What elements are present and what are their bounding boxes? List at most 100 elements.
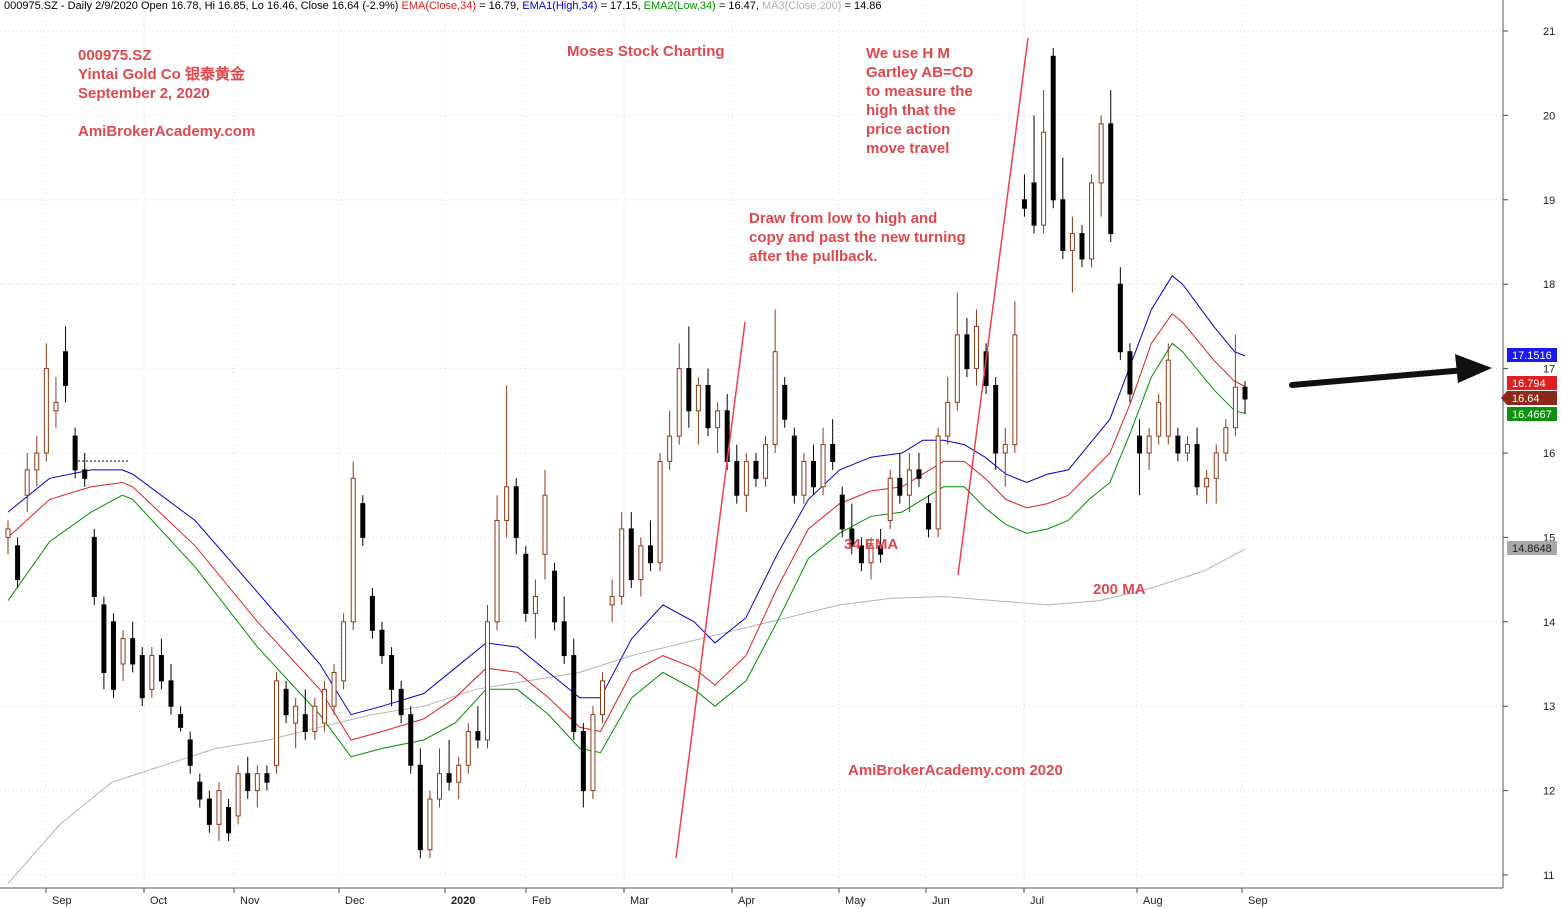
- candle-up: [1232, 386, 1238, 429]
- y-tick-label: 20: [1543, 110, 1555, 122]
- candle-down: [72, 435, 78, 471]
- gartley-line-4: high that the: [866, 102, 956, 119]
- candle-down: [1021, 199, 1027, 209]
- ema-low-line: [7, 342, 1246, 758]
- arrow-shaft: [1289, 367, 1468, 388]
- trendline-cd: [957, 37, 1029, 576]
- candle-down: [446, 773, 452, 783]
- gartley-line-3: to measure the: [866, 83, 973, 100]
- candle-down: [360, 503, 366, 538]
- candle-down: [916, 469, 922, 479]
- candle-down: [178, 714, 184, 728]
- candle-down: [245, 773, 251, 792]
- ema-close-line: [7, 312, 1246, 741]
- candle-down: [791, 435, 797, 496]
- candle-down: [897, 477, 903, 496]
- candle-down: [283, 688, 289, 716]
- candle-up: [1098, 123, 1104, 184]
- candle-down: [369, 595, 375, 631]
- candle-down: [571, 655, 577, 733]
- candle-up: [1184, 444, 1190, 454]
- candle-down: [1137, 435, 1143, 454]
- symbol-line: 000975.SZ: [78, 47, 152, 64]
- candle-down: [810, 460, 816, 488]
- y-tick-label: 17: [1543, 364, 1555, 376]
- spacer-line: [78, 103, 255, 122]
- candle-down: [705, 384, 711, 429]
- candle-down: [82, 469, 88, 479]
- candle-down: [139, 655, 145, 699]
- value-badge-label: 16.794: [1512, 378, 1546, 390]
- candle-down: [878, 545, 884, 555]
- candle-up: [1012, 334, 1018, 446]
- candle-up: [484, 621, 490, 741]
- value-badge-label: 16.4667: [1512, 409, 1552, 421]
- candle-down: [849, 528, 855, 547]
- header-ema: EMA(Close,34): [401, 0, 477, 12]
- candle-up: [312, 705, 318, 733]
- candle-down: [983, 351, 989, 386]
- candle-up: [801, 460, 807, 496]
- candle-down: [168, 680, 174, 707]
- x-tick-label: 2020: [451, 895, 475, 907]
- candle-down: [130, 638, 136, 665]
- candle-down: [513, 486, 519, 538]
- candle-up: [1041, 131, 1047, 226]
- candle-up: [954, 334, 960, 403]
- candle-down: [475, 731, 481, 741]
- candle-up: [34, 452, 40, 471]
- candle-up: [5, 528, 11, 538]
- candle-down: [926, 503, 932, 530]
- x-tick-label: Apr: [738, 895, 755, 907]
- symbol-annotation: 000975.SZ Yintai Gold Co 银泰黄金 September …: [78, 46, 255, 141]
- badge-pointer: [1501, 391, 1507, 405]
- header-ema1: EMA1(High,34): [522, 0, 598, 12]
- candle-up: [273, 680, 279, 766]
- candle-up: [667, 435, 673, 462]
- candle-up: [609, 595, 615, 606]
- gartley-line-6: move travel: [866, 140, 950, 157]
- x-tick-label: May: [845, 895, 866, 907]
- x-tick-label: Mar: [630, 895, 649, 907]
- candle-up: [1089, 182, 1095, 260]
- x-tick-label: Jun: [932, 895, 950, 907]
- candle-up: [695, 384, 701, 412]
- candle-down: [264, 773, 270, 783]
- candle-up: [494, 520, 500, 623]
- candle-up: [293, 705, 299, 724]
- y-tick-label: 21: [1543, 26, 1555, 38]
- candle-up: [820, 444, 826, 488]
- candle-up: [1069, 233, 1075, 251]
- candle-down: [1050, 55, 1056, 201]
- value-badge-label: 14.8648: [1512, 543, 1552, 555]
- candle-down: [628, 528, 634, 581]
- candle-up: [772, 351, 778, 446]
- gartley-annotation: We use H M Gartley AB=CD to measure the …: [866, 44, 973, 158]
- candle-down: [1194, 444, 1200, 488]
- candle-up: [1156, 401, 1162, 437]
- y-tick-label: 19: [1543, 195, 1555, 207]
- draw-annotation: Draw from low to high and copy and past …: [749, 209, 966, 266]
- candle-up: [1223, 427, 1229, 454]
- candle-down: [552, 570, 558, 623]
- candle-up: [657, 460, 663, 564]
- candle-down: [206, 798, 212, 825]
- chart-header: 000975.SZ - Daily 2/9/2020 Open 16.78, H…: [4, 0, 882, 12]
- candle-up: [868, 545, 874, 564]
- candle-down: [993, 384, 999, 454]
- candle-down: [226, 806, 232, 834]
- candle-up: [43, 368, 49, 454]
- candle-up: [53, 401, 59, 412]
- candle-down: [408, 714, 414, 766]
- candle-down: [1242, 386, 1248, 400]
- candle-down: [830, 444, 836, 462]
- candle-up: [676, 368, 682, 437]
- x-tick-label: Dec: [345, 895, 365, 907]
- candle-up: [542, 494, 548, 555]
- company-line: Yintai Gold Co 银泰黄金: [78, 66, 245, 83]
- candle-up: [1165, 359, 1171, 437]
- candle-up: [600, 680, 606, 716]
- value-badge: [1507, 376, 1557, 390]
- candle-down: [858, 545, 864, 564]
